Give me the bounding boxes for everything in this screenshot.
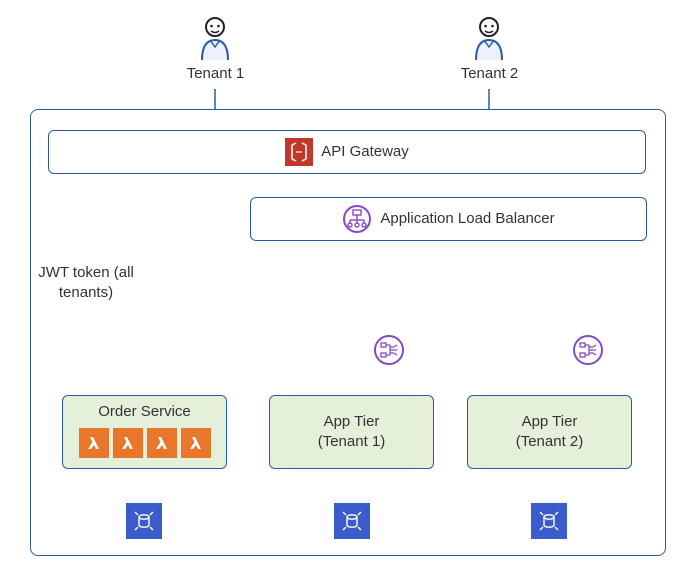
tenant2-label: Tenant 2 (452, 64, 527, 84)
api-gateway-box: API Gateway (48, 130, 646, 174)
lambda-icon (113, 428, 143, 458)
container2-icon (573, 335, 603, 365)
alb-icon (342, 204, 372, 234)
diagram-canvas: Tenant 1 Tenant 2 API Gateway (0, 0, 681, 581)
app-tier-1-box: App Tier (Tenant 1) (269, 395, 434, 469)
tenant1-label: Tenant 1 (178, 64, 253, 84)
tenant1-user-icon (198, 16, 232, 62)
container1-icon (374, 335, 404, 365)
lambda-icon (79, 428, 109, 458)
lambda-icon (181, 428, 211, 458)
lambda-row (63, 428, 226, 458)
db3-icon (531, 503, 567, 539)
order-service-box: Order Service (62, 395, 227, 469)
app-tier-1-title: App Tier (Tenant 1) (270, 412, 433, 451)
jwt-annotation: JWT token (all tenants) (38, 263, 134, 304)
lambda-icon (147, 428, 177, 458)
order-service-title: Order Service (63, 402, 226, 422)
db2-icon (334, 503, 370, 539)
alb-label: Application Load Balancer (380, 209, 554, 229)
diagram-frame (30, 109, 666, 556)
app-tier-2-box: App Tier (Tenant 2) (467, 395, 632, 469)
app-tier-2-title: App Tier (Tenant 2) (468, 412, 631, 451)
db1-icon (126, 503, 162, 539)
api-gateway-icon (285, 138, 313, 166)
alb-box: Application Load Balancer (250, 197, 647, 241)
tenant2-user-icon (472, 16, 506, 62)
api-gateway-label: API Gateway (321, 142, 409, 162)
